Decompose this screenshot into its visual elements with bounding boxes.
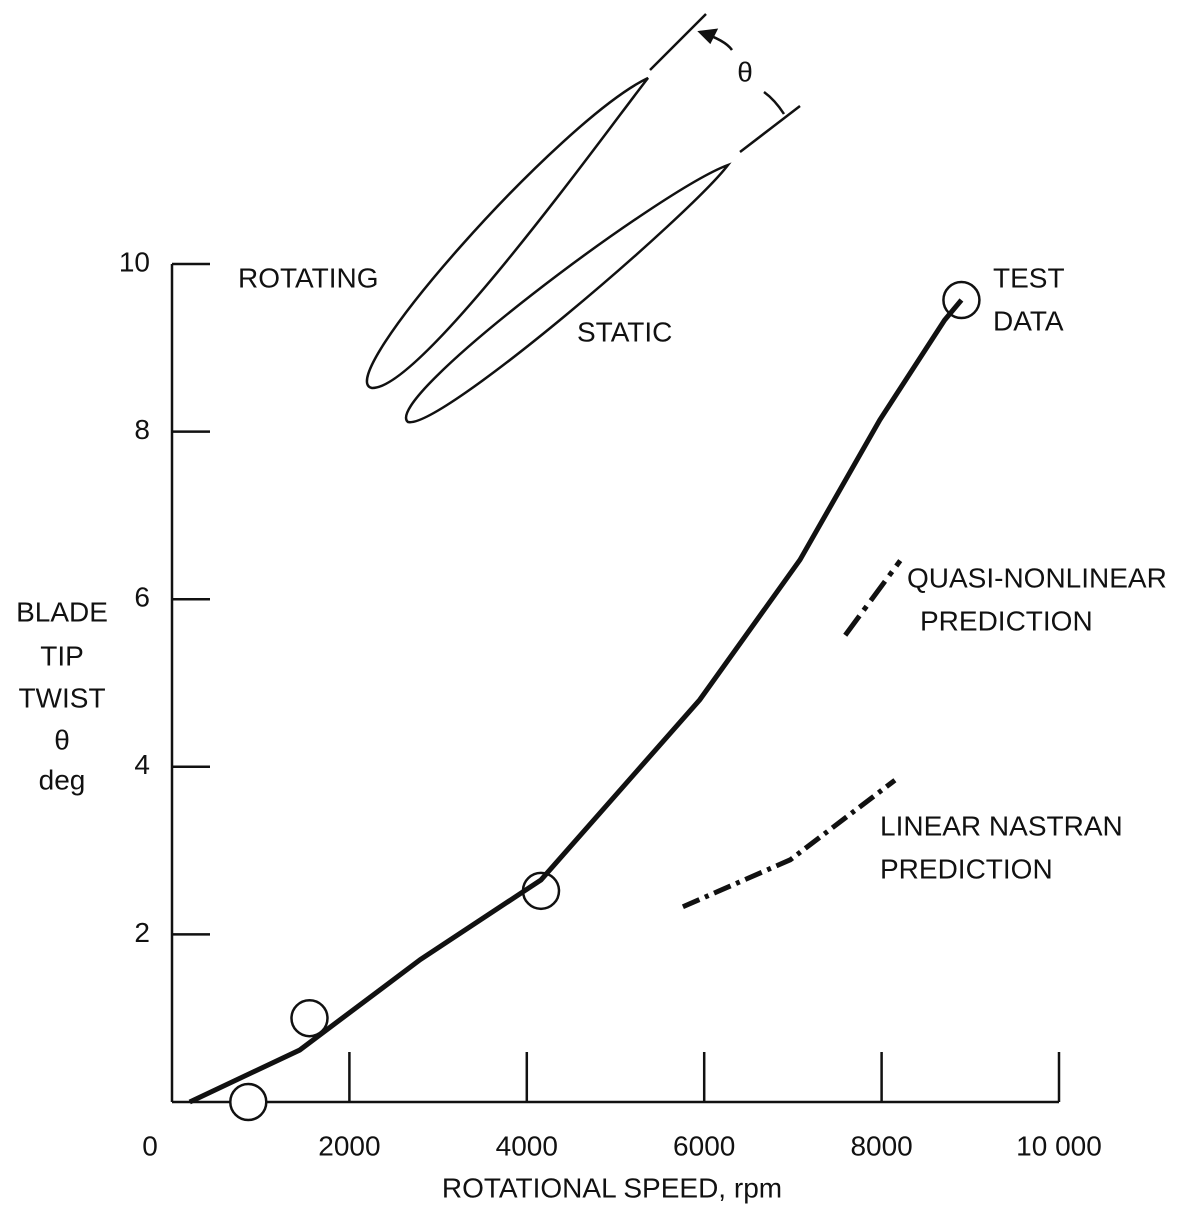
chart: θ 2 4 6 8 10 0 2000 4000 6000 8000 10 000 ROTATIONA… <box>0 0 1200 1207</box>
annotation: LINEAR NASTRAN <box>880 810 1123 841</box>
dimension-line <box>650 14 706 70</box>
blade-diagram <box>367 14 800 422</box>
test-point <box>230 1084 266 1120</box>
annotation: QUASI-NONLINEAR <box>907 562 1167 593</box>
x-tick-label: 8000 <box>850 1130 912 1161</box>
angle-arc <box>764 92 784 114</box>
y-axis-label: deg <box>39 764 86 795</box>
x-axis-label: ROTATIONAL SPEED, rpm <box>442 1172 782 1203</box>
static-blade <box>406 165 728 422</box>
x-tick-label: 6000 <box>673 1130 735 1161</box>
annotation: PREDICTION <box>880 853 1053 884</box>
quasi-line <box>845 561 900 636</box>
dimension-line <box>740 106 800 152</box>
diagram-label: θ <box>737 56 753 87</box>
y-tick-label: 10 <box>119 246 150 277</box>
y-tick-label: 6 <box>134 582 150 613</box>
y-tick-label: 8 <box>134 414 150 445</box>
y-tick-label: 4 <box>134 749 150 780</box>
x-tick-label: 2000 <box>318 1130 380 1161</box>
arrow-head <box>700 30 716 42</box>
solid-line <box>190 300 962 1102</box>
x-tick-label: 4000 <box>496 1130 558 1161</box>
annotation: TEST <box>993 262 1065 293</box>
annotation: STATIC <box>577 316 672 347</box>
x-tick-label: 0 <box>142 1130 158 1161</box>
y-axis-label: θ <box>54 724 70 755</box>
y-axis-label: TIP <box>40 640 84 671</box>
y-axis-label: TWIST <box>18 682 105 713</box>
annotation: DATA <box>993 305 1064 336</box>
x-tick-label: 10 000 <box>1016 1130 1102 1161</box>
dashdot-line <box>683 780 895 907</box>
y-tick-label: 2 <box>134 917 150 948</box>
annotation: PREDICTION <box>920 605 1093 636</box>
annotation: ROTATING <box>238 262 379 293</box>
y-axis-label: BLADE <box>16 596 108 627</box>
